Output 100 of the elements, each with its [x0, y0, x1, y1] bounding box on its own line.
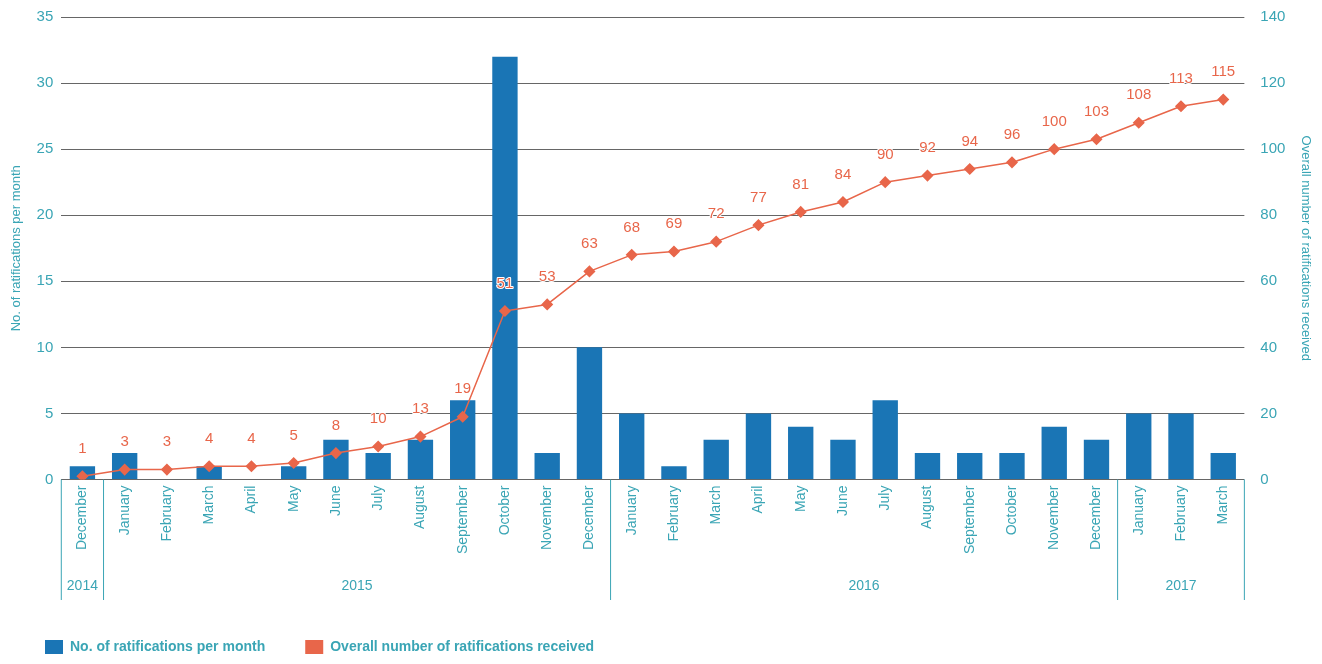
point: [668, 245, 680, 258]
data-label: 3: [120, 432, 129, 450]
x-tick-label: August: [918, 485, 935, 530]
x-tick-label: June: [326, 485, 343, 516]
point: [752, 219, 765, 231]
data-label: 51: [496, 273, 514, 291]
y-tick-label: 35: [36, 7, 54, 25]
point: [837, 196, 849, 208]
bar: [745, 413, 772, 480]
point: [456, 411, 469, 423]
y-tick-label: 10: [36, 337, 54, 355]
x-tick-label: December: [580, 485, 597, 551]
x-tick-label: December: [1087, 485, 1104, 551]
point: [710, 235, 722, 248]
data-label: 84: [834, 164, 852, 182]
x-tick-label: January: [622, 485, 639, 536]
x-tick-label: October: [1002, 485, 1019, 536]
x-tick-label: November: [1045, 485, 1062, 551]
data-label: 108: [1126, 85, 1152, 103]
text: 2017: [1165, 576, 1197, 593]
data-label: 5: [289, 425, 298, 443]
bar: [407, 439, 434, 480]
data-label: 100: [1041, 111, 1067, 129]
bar: [450, 400, 476, 480]
bar: [492, 56, 518, 480]
bar: [1083, 439, 1110, 480]
bar: [914, 453, 941, 480]
data-label: 4: [247, 428, 256, 446]
x-tick-label: September: [960, 485, 977, 554]
x-tick-label: April: [749, 485, 766, 514]
bar: [661, 466, 687, 480]
data-label: 1: [78, 438, 87, 456]
y-tick-label: 0: [44, 469, 54, 487]
point: [963, 163, 976, 175]
legend-label: No. of ratifications per month: [70, 637, 266, 654]
data-label: 113: [1169, 68, 1193, 86]
text: 2014: [66, 576, 99, 593]
data-label: 94: [961, 131, 979, 149]
y2-axis-title: Overall number of ratifications received: [1298, 135, 1314, 361]
y2-tick-label: 20: [1260, 403, 1278, 421]
bar: [534, 453, 560, 480]
data-label: 53: [538, 267, 556, 285]
y-tick-label: 15: [36, 271, 54, 289]
x-tick-label: March: [1214, 485, 1231, 525]
point: [414, 430, 427, 443]
point: [287, 457, 300, 469]
bar: [576, 347, 603, 480]
data-label: 90: [876, 144, 894, 162]
x-tick-label: February: [664, 485, 681, 542]
data-label: 96: [1003, 125, 1021, 142]
point: [203, 460, 215, 473]
bar: [281, 466, 307, 480]
data-label: 103: [1083, 101, 1109, 119]
x-tick-label: December: [73, 485, 90, 551]
data-label: 115: [1211, 62, 1236, 80]
bar: [1210, 453, 1236, 480]
x-tick-label: June: [833, 485, 850, 516]
data-label: 3: [162, 432, 172, 450]
x-tick-label: February: [1171, 485, 1188, 542]
y-axis-title: No. of ratifications per month: [8, 165, 24, 332]
point: [583, 265, 596, 278]
point: [1132, 116, 1145, 129]
x-tick-label: March: [707, 485, 724, 525]
point: [879, 176, 891, 188]
bar: [1126, 413, 1152, 480]
x-tick-label: July: [876, 485, 893, 511]
x-tick-label: March: [200, 485, 217, 525]
x-tick-label: July: [369, 485, 386, 511]
bar: [619, 413, 645, 480]
point: [625, 249, 638, 261]
bar: [872, 400, 898, 480]
data-label: 81: [792, 174, 810, 192]
point: [161, 463, 173, 476]
x-tick-label: January: [1129, 485, 1146, 536]
x-tick-label: August: [411, 485, 428, 530]
y2-tick-label: 80: [1260, 205, 1278, 223]
bar: [1041, 426, 1067, 480]
text: 2015: [341, 576, 373, 593]
x-tick-label: October: [495, 485, 512, 536]
bar: [1168, 413, 1194, 480]
data-label: 8: [331, 415, 341, 433]
point: [76, 470, 89, 480]
data-label: 13: [412, 399, 429, 417]
point: [499, 305, 511, 317]
y-tick-label: 25: [36, 139, 54, 157]
bar: [957, 453, 983, 480]
point: [1217, 93, 1229, 106]
data-label: 68: [623, 217, 641, 235]
y2-tick-label: 100: [1260, 139, 1286, 157]
point: [1175, 100, 1187, 112]
data-label: 63: [581, 234, 598, 252]
text: 2016: [848, 576, 880, 593]
data-label: 19: [454, 379, 472, 397]
y2-tick-label: 40: [1260, 337, 1278, 355]
x-tick-label: November: [538, 485, 555, 551]
y-tick-label: 5: [44, 403, 54, 421]
y2-tick-label: 140: [1260, 7, 1286, 25]
data-label: 77: [750, 187, 767, 205]
y2-tick-label: 120: [1260, 73, 1286, 91]
data-label: 4: [205, 428, 214, 446]
